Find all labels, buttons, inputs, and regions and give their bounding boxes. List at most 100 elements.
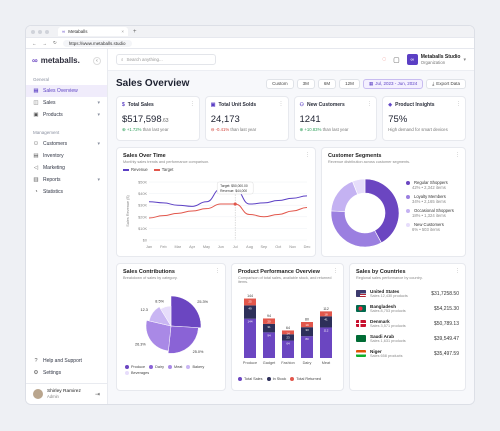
country-name: Niger — [370, 349, 382, 354]
bar-total-label: 94 — [267, 314, 271, 318]
filter-custom-button[interactable]: Custom — [266, 78, 294, 89]
report-icon: ▥ — [33, 177, 39, 183]
legend-swatch — [149, 365, 154, 369]
bangladesh-flag-icon — [356, 305, 366, 312]
card-title: Sales Contributions — [123, 269, 175, 275]
more-options-icon[interactable]: ⋮ — [333, 268, 338, 274]
more-options-icon[interactable]: ⋮ — [189, 101, 195, 107]
back-arrow-icon[interactable]: ← — [32, 40, 37, 46]
more-options-icon[interactable]: ⋮ — [305, 152, 310, 158]
sidebar-item-products[interactable]: ▣ Products ▾ — [26, 109, 107, 121]
sidebar-item-statistics[interactable]: ◔ Statistics — [26, 186, 107, 198]
legend-item: Beverages — [125, 371, 149, 375]
user-role: Admin — [47, 394, 59, 399]
org-sub: Organization — [420, 60, 446, 65]
browser-tab[interactable]: ∞ Metaballs × — [58, 27, 128, 36]
contributions-legend: Produce Dairy Meat Bakery Beverages — [125, 365, 221, 375]
product-performance-bar-chart: 1444925144Produce94312094Gadget64231464F… — [243, 294, 332, 365]
org-name: Metaballs Studio — [420, 54, 461, 60]
y-tick-label: $50K — [138, 181, 147, 185]
notification-icon[interactable]: ◌ — [381, 56, 387, 63]
country-row[interactable]: Saudi Arab Sales 1,631 products $39,549.4… — [356, 331, 459, 346]
customer-segments-card: Customer Segments Revenue distribution a… — [321, 147, 466, 257]
x-tick-label: Fashion — [281, 361, 295, 365]
calendar-icon[interactable]: ▢ — [393, 56, 400, 64]
sidebar-item-reports[interactable]: ▥ Reports ▾ — [26, 174, 107, 186]
filter-3m-button[interactable]: 3M — [296, 78, 315, 89]
y-tick-label: $10K — [138, 227, 147, 231]
window-close-dot[interactable] — [31, 29, 35, 34]
export-data-button[interactable]: ⤓ Export Data — [426, 78, 466, 89]
kpi-label: Product Insights — [395, 102, 435, 108]
window-minimize-dot[interactable] — [38, 29, 42, 34]
more-options-icon[interactable]: ⋮ — [455, 152, 460, 158]
top-icons: ◌ ▢ ∞ Metaballs Studio Organization ▾ — [382, 54, 466, 65]
window-maximize-dot[interactable] — [45, 29, 49, 34]
forward-arrow-icon[interactable]: → — [42, 40, 48, 46]
legend-label: Dairy — [155, 365, 165, 369]
more-options-icon[interactable]: ⋮ — [367, 101, 373, 107]
x-tick-label: Gadget — [263, 361, 276, 365]
country-row[interactable]: Denmark Sales 3,571 products $50,789.13 — [356, 316, 459, 331]
bar-legend: Total Sales In Stock Total Returned — [238, 377, 321, 381]
sidebar-item-customers[interactable]: ⚇ Customers ▾ — [26, 138, 107, 150]
legend-label: In Stock — [272, 377, 287, 381]
legend-target: Target — [153, 167, 173, 172]
country-row[interactable]: Bangladesh Sales 8,753 products $54,215.3… — [356, 301, 459, 316]
box-icon: ▣ — [210, 102, 216, 108]
collapse-sidebar-icon[interactable]: ‹ — [93, 56, 101, 65]
country-row[interactable]: Niger Sales 658 products $35,497.59 — [356, 346, 459, 361]
filter-6m-button[interactable]: 6M — [317, 78, 337, 89]
insight-icon: ◈ — [388, 102, 393, 108]
sidebar-item-sales[interactable]: ◫ Sales ▾ — [26, 97, 107, 109]
date-range-picker[interactable]: ▦ Jul, 2023 - Jun, 2024 — [362, 78, 424, 89]
x-tick-label: Nov — [289, 245, 296, 249]
url-field[interactable]: https://www.metaballs.studio — [62, 39, 132, 47]
sidebar-item-settings[interactable]: ⚙ Settings — [26, 367, 107, 379]
pie-value-label: 25.0% — [193, 350, 204, 354]
more-options-icon[interactable]: ⋮ — [215, 268, 220, 274]
legend-swatch — [406, 222, 410, 227]
search-placeholder: Search anything... — [126, 57, 163, 62]
brand-logo[interactable]: ∞ metaballs. ‹ — [26, 49, 107, 72]
kpi-label: Total Unit Solds — [218, 102, 257, 108]
sidebar-item-marketing[interactable]: ◁ Marketing — [26, 162, 107, 174]
card-subtitle: Regional sales performance by country. — [356, 276, 423, 280]
management-section-label: Management — [33, 130, 60, 135]
us-flag-icon — [356, 290, 366, 297]
new-tab-icon[interactable]: + — [133, 28, 137, 35]
kpi-card-total-sales: $ Total Sales ⋮ $517,598.63 ⊕ +1.72% than… — [116, 96, 200, 141]
sales-contributions-card: Sales Contributions Breakdown of sales b… — [116, 263, 226, 391]
more-options-icon[interactable]: ⋮ — [456, 101, 461, 107]
chart-row-1: Sales Over Time Monthly sales trends and… — [108, 144, 474, 260]
user-profile[interactable]: Shirley Ramirez Admin ⇥ — [26, 383, 107, 404]
sidebar-item-inventory[interactable]: ▤ Inventory — [26, 150, 107, 162]
calendar-icon: ▦ — [368, 80, 374, 86]
donut-slice — [352, 178, 366, 195]
chevron-down-icon: ▾ — [97, 177, 100, 183]
organization-switcher[interactable]: ∞ Metaballs Studio Organization ▾ — [406, 54, 466, 65]
sidebar-item-sales-overview[interactable]: ▦ Sales Overview — [26, 85, 107, 97]
legend-item: Total Sales — [238, 377, 263, 381]
kpi-delta: -0.41% — [215, 127, 230, 132]
search-input[interactable]: ⌕ Search anything... — [116, 54, 216, 65]
reload-icon[interactable]: ↻ — [53, 40, 57, 45]
more-options-icon[interactable]: ⋮ — [455, 268, 460, 274]
x-tick-label: Apr — [189, 245, 196, 249]
tab-close-icon[interactable]: × — [121, 29, 124, 34]
segment-detail: 42% • 2,342 items — [412, 185, 446, 190]
top-bar: ⌕ Search anything... ◌ ▢ ∞ Metaballs Stu… — [108, 49, 474, 71]
more-options-icon[interactable]: ⋮ — [278, 101, 284, 107]
date-range-label: Jul, 2023 - Jun, 2024 — [375, 81, 418, 86]
country-value: $54,215.30 — [433, 305, 459, 312]
sidebar-item-help[interactable]: ? Help and Support — [26, 355, 107, 367]
filter-12m-button[interactable]: 12M — [339, 78, 360, 89]
country-row[interactable]: United States Sales 12,430 products $31,7… — [356, 286, 459, 301]
chart-row-2: Sales Contributions Breakdown of sales b… — [108, 260, 474, 394]
kpi-cents: .63 — [161, 118, 169, 124]
bar-segment-total-returned — [282, 330, 294, 335]
pie-slice — [148, 306, 172, 327]
y-axis-label: Sales Revenue ($) — [126, 195, 130, 227]
bar-segment-label: 112 — [324, 328, 329, 332]
logout-icon[interactable]: ⇥ — [94, 391, 100, 398]
